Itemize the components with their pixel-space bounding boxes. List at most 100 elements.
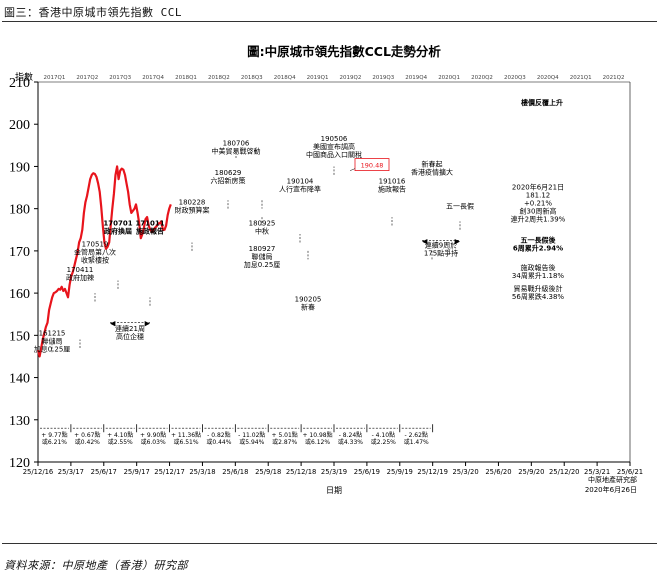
x-tick-label: 25/9/18	[255, 468, 281, 476]
peak-leader-line	[349, 168, 356, 171]
quarter-label: 2018Q3	[241, 75, 263, 81]
quarter-label: 2019Q1	[307, 75, 329, 81]
quarter-change-label: 或6.51%	[173, 438, 198, 446]
event-label: 中秋	[255, 227, 269, 236]
y-tick-label: 160	[9, 287, 30, 302]
quarter-label: 2018Q4	[274, 75, 296, 81]
event-label: 新春起	[422, 159, 443, 168]
quarter-label: 2019Q4	[405, 75, 427, 81]
event-label: 190104	[287, 177, 314, 185]
quarter-change-label: + 0.67點	[74, 431, 100, 439]
quarter-label: 2020Q1	[438, 75, 460, 81]
ccl-series-line	[36, 165, 172, 358]
quarter-change-label: - 0.82點	[207, 431, 230, 439]
quarter-label: 2017Q2	[76, 75, 98, 81]
event-label: 190205	[295, 296, 322, 304]
event-label: 190506	[321, 135, 348, 143]
quarter-label: 2020Q4	[537, 75, 559, 81]
x-tick-label: 25/9/17	[124, 468, 150, 476]
quarter-change-label: 或2.87%	[272, 438, 297, 446]
quarter-change-label: 或5.94%	[239, 438, 264, 446]
quarter-change-label: + 4.10點	[107, 431, 133, 439]
y-tick-label: 180	[9, 203, 30, 218]
peak-value-box	[354, 158, 390, 172]
y-tick-label: 200	[9, 118, 30, 133]
latest-reading-note: 2020年6月21日	[512, 183, 564, 192]
policy-address-note: 施政報告後	[521, 263, 556, 272]
x-tick-label: 25/12/19	[417, 468, 448, 476]
quarter-change-label: + 9.77點	[41, 431, 67, 439]
x-tick-label: 25/3/17	[58, 468, 84, 476]
quarter-change-label: + 5.01點	[272, 431, 298, 439]
x-tick-label: 25/3/21	[584, 468, 610, 476]
event-label: 180629	[215, 169, 242, 177]
event-label: 政府換屆	[104, 227, 132, 236]
y-tick-label: 210	[9, 76, 30, 91]
x-tick-label: 25/12/20	[549, 468, 580, 476]
latest-reading-note: +0.21%	[524, 200, 552, 208]
source-note: 資料來源：中原地產（香港）研究部	[4, 559, 188, 572]
event-label: 180927	[249, 245, 276, 253]
quarter-label: 2021Q2	[603, 75, 625, 81]
plateau-note: 高位企穩	[116, 332, 144, 341]
x-tick-label: 25/12/17	[154, 468, 185, 476]
event-label: 六招新房策	[211, 176, 246, 185]
event-label: 180706	[223, 139, 250, 147]
x-tick-label: 25/6/19	[354, 468, 380, 476]
figure-header: 圖三：香港中原城市領先指數 CCL	[0, 0, 661, 24]
y-tick-label: 120	[9, 456, 30, 471]
y-tick-label: 130	[9, 414, 30, 429]
range-note: 175點爭持	[424, 249, 458, 258]
event-label: 180228	[179, 198, 206, 206]
credit-text: 中原地產研究部	[588, 475, 637, 484]
event-label: 新春	[301, 303, 315, 312]
trade-war-note: 貿易戰升級後計	[514, 284, 563, 293]
event-label: 金管局第八次	[74, 248, 116, 257]
credit-text: 2020年6月26日	[585, 485, 637, 494]
x-tick-label: 25/9/20	[518, 468, 544, 476]
event-label: 施政報告	[136, 227, 164, 236]
quarter-change-label: 或6.12%	[305, 438, 330, 446]
event-label: 170701	[103, 220, 132, 228]
quarter-change-label: - 2.62點	[405, 431, 428, 439]
quarter-change-label: + 11.36點	[171, 431, 201, 439]
x-tick-label: 25/3/20	[452, 468, 478, 476]
quarter-change-label: + 9.90點	[140, 431, 166, 439]
quarter-change-label: - 4.10點	[372, 431, 395, 439]
quarter-change-label: 或2.25%	[371, 438, 396, 446]
quarter-change-label: 或1.47%	[404, 438, 429, 446]
event-label: 180925	[249, 220, 276, 228]
quarter-change-label: 或0.42%	[75, 438, 100, 446]
event-label: 政府加辣	[66, 273, 94, 282]
x-tick-label: 25/9/19	[387, 468, 413, 476]
plateau-arrow-head: ▶	[145, 320, 151, 328]
event-label: 加息0.25厘	[244, 260, 281, 269]
y-tick-label: 170	[9, 245, 30, 260]
quarter-label: 2017Q3	[109, 75, 131, 81]
quarter-change-label: - 11.02點	[238, 431, 265, 439]
quarter-change-label: 或4.33%	[338, 438, 363, 446]
x-tick-label: 25/12/18	[286, 468, 317, 476]
trend-headline: 樓價反覆上升	[521, 98, 563, 107]
quarter-label: 2017Q1	[44, 75, 66, 81]
event-label: 聯儲局	[252, 252, 273, 261]
quarter-label: 2018Q1	[175, 75, 197, 81]
trade-war-note: 56周累跌4.38%	[512, 292, 564, 301]
event-label: 171011	[135, 220, 164, 228]
event-label: 收緊樓按	[81, 256, 109, 265]
event-label: 170411	[67, 266, 94, 274]
x-tick-label: 25/3/19	[321, 468, 347, 476]
event-label: 191016	[379, 177, 406, 185]
y-tick-label: 150	[9, 329, 30, 344]
event-label: 香港疫情擴大	[411, 167, 453, 176]
x-tick-label: 25/6/21	[617, 468, 643, 476]
quarter-label: 2018Q2	[208, 75, 230, 81]
quarter-change-label: 或6.03%	[141, 438, 166, 446]
quarter-change-label: 或2.55%	[108, 438, 133, 446]
quarter-change-label: 或6.21%	[42, 438, 67, 446]
quarter-change-label: - 8.24點	[339, 431, 362, 439]
event-label: 美國宣布調高	[313, 142, 355, 151]
quarter-change-label: 或0.44%	[206, 438, 231, 446]
peak-value-label: 190.48	[361, 162, 384, 170]
latest-reading-note: 連升2周共1.39%	[511, 215, 566, 224]
